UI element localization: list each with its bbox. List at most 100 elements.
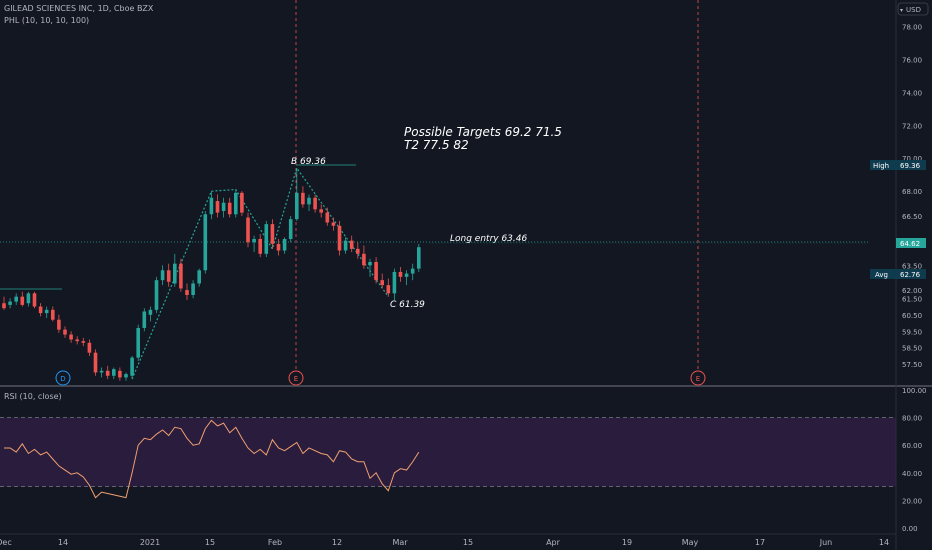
earnings-marker[interactable]: E [288,370,304,386]
candle-body [270,224,275,244]
candle-body [295,192,299,220]
long-entry-label[interactable]: Long entry 63.46 [450,234,527,244]
candle-body [240,192,244,213]
candle-body [215,201,220,213]
indicator-title[interactable]: PHL (10, 10, 10, 100) [4,16,89,25]
candle-body [99,370,104,373]
price-tick-label: 58.50 [902,345,922,353]
candle-body [368,262,372,266]
candle-body [136,327,140,358]
price-tick-label: 70.00 [902,155,922,163]
candle-body [69,334,73,340]
candle-body [112,369,116,376]
candle-body [209,197,214,215]
candle-body [392,271,397,294]
candle-body [234,192,238,215]
candle-body [179,263,183,289]
earnings-marker-future[interactable]: E [690,370,706,386]
svg-text:Avg: Avg [875,271,888,279]
candle-body [185,290,189,296]
candle-body [32,293,37,307]
rsi-tick-label: 60.00 [902,442,922,450]
candle-body [362,253,366,266]
rsi-tick-label: 80.00 [902,415,922,423]
targets-annotation-line2[interactable]: T2 77.5 82 [404,138,469,152]
candle-body [118,370,122,378]
time-axis[interactable]: Dec 14 2021 15 Feb 12 Mar 15 Apr 19 May 17 Jun 14 [0,538,889,547]
price-tick-label: 57.50 [902,361,922,369]
price-tick-label: 59.50 [902,328,922,336]
last-price-tag[interactable]: 64.62 [896,238,926,248]
candle-body [221,202,226,211]
rsi-tick-label: 40.00 [902,470,922,478]
time-tick-label: Apr [546,538,561,547]
candle-body [20,296,25,305]
candle-body [398,271,403,277]
time-tick-label: Mar [392,538,408,547]
candle-body [87,342,92,353]
svg-text:62.76: 62.76 [900,271,921,279]
candle-body [349,240,354,249]
svg-text:High: High [873,162,889,170]
candle-body [51,309,55,320]
candle-body [105,370,110,376]
time-tick-label: 17 [755,538,765,547]
time-tick-label: 14 [58,538,68,547]
candle-body [410,268,415,274]
candle-body [337,225,342,251]
candle-body [81,341,86,343]
candles-group [2,168,421,381]
candle-body [142,311,147,328]
dividend-marker[interactable]: D [55,370,71,386]
time-tick-label: May [682,538,699,547]
svg-text:64.62: 64.62 [900,240,920,248]
targets-annotation-line1[interactable]: Possible Targets 69.2 71.5 [404,125,562,139]
candle-body [319,209,323,213]
candle-body [38,306,43,314]
time-tick-label: Dec [0,538,12,547]
symbol-title[interactable]: GILEAD SCIENCES INC, 1D, Cboe BZX [4,4,154,13]
price-tick-label: 66.50 [902,213,922,221]
price-tick-label: 78.00 [902,23,922,31]
candle-body [264,224,269,254]
price-tick-label: 60.50 [902,312,922,320]
candle-body [63,329,67,335]
candle-body [203,214,208,271]
high-price-tag[interactable]: High 69.36 [870,160,926,170]
candle-body [246,217,250,243]
candle-body [8,301,12,305]
price-tick-label: 61.50 [902,295,922,303]
candle-body [160,270,165,281]
candle-body [26,293,31,304]
rsi-axis[interactable]: 100.00 80.00 60.00 40.00 20.00 0.00 [902,387,927,533]
xabcd-pattern-line [131,166,389,380]
candle-body [325,212,330,223]
price-tick-label: 76.00 [902,56,922,64]
rsi-tick-label: 100.00 [902,387,927,395]
candle-body [288,219,293,239]
candle-body [14,296,18,302]
rsi-line [4,419,420,499]
candle-body [404,273,409,277]
price-tick-label: 68.00 [902,188,922,196]
candle-body [191,283,195,296]
time-tick-label: Feb [268,538,282,547]
candle-body [173,263,177,284]
rsi-tick-label: 20.00 [902,497,922,505]
rsi-tick-label: 0.00 [902,525,918,533]
avg-price-tag[interactable]: Avg 62.76 [870,269,926,279]
time-tick-label: 15 [463,538,473,547]
time-tick-label: Jun [819,538,833,547]
candle-body [44,309,49,314]
price-tick-label: 72.00 [902,122,922,130]
c-point-label[interactable]: C 61.39 [390,300,425,310]
candle-body [227,202,232,215]
candle-body [124,374,128,378]
price-tick-label: 74.00 [902,89,922,97]
rsi-title[interactable]: RSI (10, close) [4,392,62,401]
currency-button[interactable] [897,2,929,16]
candle-body [2,303,6,309]
candle-body [252,238,256,243]
b-point-label[interactable]: B 69.36 [291,157,326,167]
